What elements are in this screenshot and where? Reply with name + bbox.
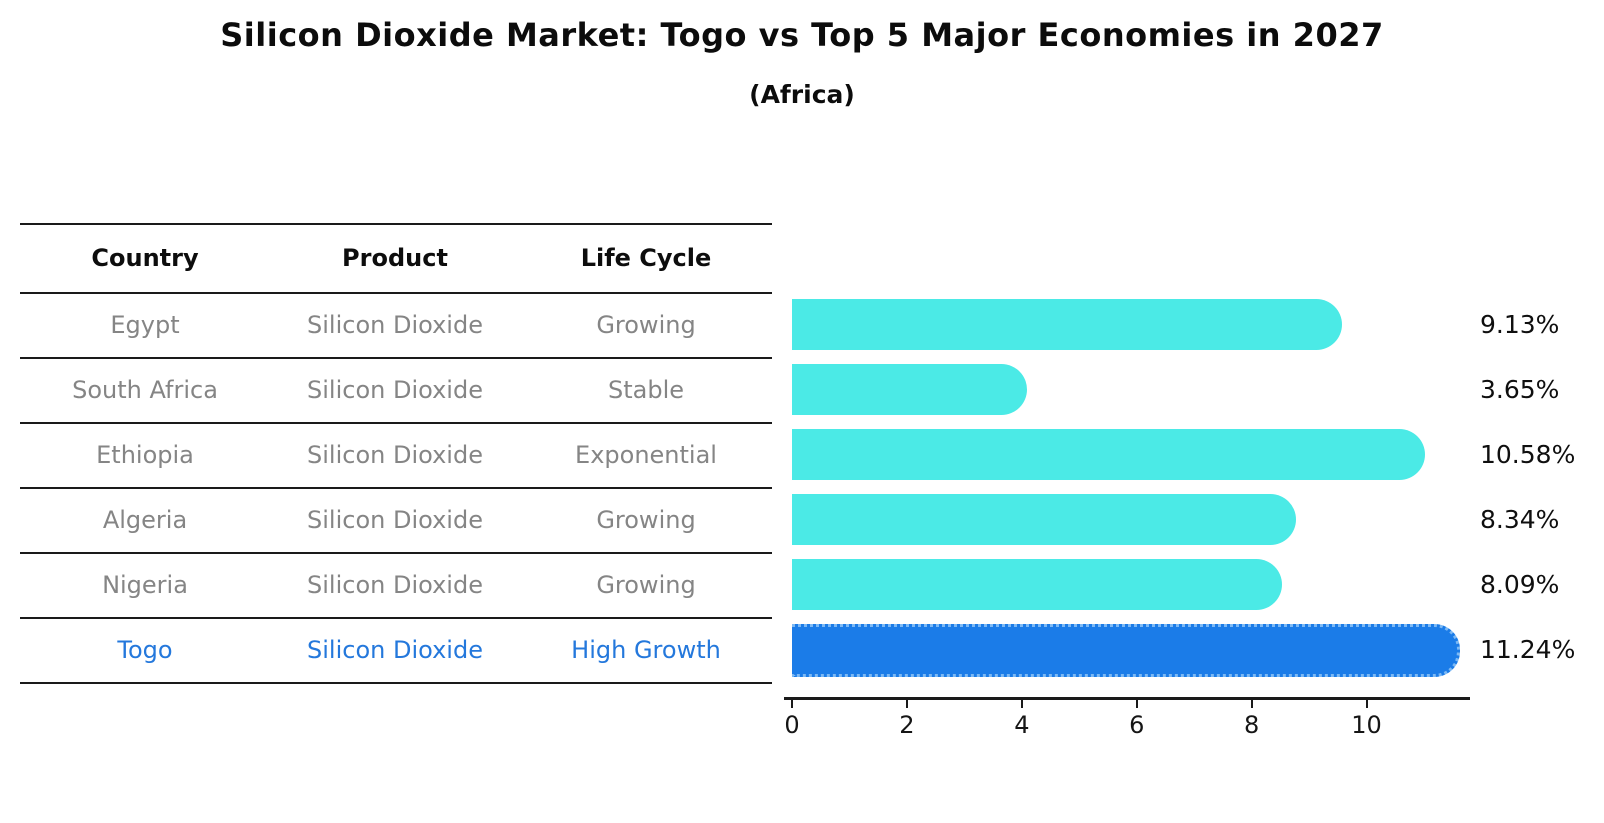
chart-title: Silicon Dioxide Market: Togo vs Top 5 Ma…: [220, 16, 1384, 54]
bar-value-label: 11.24%: [1480, 635, 1576, 664]
table-row-egypt: Egypt Silicon Dioxide Growing: [20, 292, 772, 357]
bar-south-africa: [792, 364, 1027, 415]
lifecycle-cell: Growing: [596, 505, 696, 534]
product-cell: Silicon Dioxide: [307, 375, 483, 404]
table-header-rule: [20, 292, 772, 294]
table-row-ethiopia: Ethiopia Silicon Dioxide Exponential: [20, 422, 772, 487]
bar-value-label: 9.13%: [1480, 310, 1560, 339]
lifecycle-cell: Exponential: [575, 440, 717, 469]
bar-algeria: [792, 494, 1297, 545]
country-cell: Togo: [117, 635, 173, 664]
column-header-country: Country: [91, 243, 199, 272]
lifecycle-cell: Stable: [607, 375, 685, 404]
table-row-rule: [20, 422, 772, 424]
table-row-rule: [20, 552, 772, 554]
product-cell: Silicon Dioxide: [307, 570, 483, 599]
country-cell: Nigeria: [102, 570, 188, 599]
product-cell: Silicon Dioxide: [307, 440, 483, 469]
table-row-algeria: Algeria Silicon Dioxide Growing: [20, 487, 772, 552]
product-cell: Silicon Dioxide: [307, 635, 483, 664]
table-row-togo: Togo Silicon Dioxide High Growth: [20, 617, 772, 682]
x-tick-label: 4: [1014, 711, 1030, 739]
bar-togo-highlighted: [792, 624, 1460, 677]
bar-value-label: 8.09%: [1480, 570, 1560, 599]
bar-value-label: 10.58%: [1480, 440, 1576, 469]
x-tick-label: 2: [899, 711, 915, 739]
x-tick: [1135, 699, 1138, 708]
x-tick: [905, 699, 908, 708]
x-axis-line: [784, 697, 1470, 700]
x-tick-label: 0: [784, 711, 800, 739]
country-cell: Egypt: [110, 310, 180, 339]
x-tick-label: 8: [1244, 711, 1260, 739]
country-cell: South Africa: [72, 375, 218, 404]
x-tick: [1250, 699, 1253, 708]
bar-value-label: 3.65%: [1480, 375, 1560, 404]
bar-ethiopia: [792, 429, 1425, 480]
lifecycle-cell: Growing: [596, 570, 696, 599]
bar-egypt: [792, 299, 1342, 350]
bar-nigeria: [792, 559, 1282, 610]
x-tick: [791, 699, 793, 708]
table-header-row: Country Product Life Cycle: [20, 223, 772, 292]
x-tick-label: 6: [1129, 711, 1145, 739]
table-row-rule: [20, 617, 772, 619]
table-row-south-africa: South Africa Silicon Dioxide Stable: [20, 357, 772, 422]
x-tick: [1020, 699, 1023, 708]
product-cell: Silicon Dioxide: [307, 505, 483, 534]
x-tick-label: 10: [1351, 711, 1382, 739]
table-row-rule: [20, 487, 772, 489]
product-cell: Silicon Dioxide: [307, 310, 483, 339]
country-cell: Ethiopia: [96, 440, 194, 469]
country-cell: Algeria: [102, 505, 188, 534]
table-row-rule: [20, 357, 772, 359]
table-row-nigeria: Nigeria Silicon Dioxide Growing: [20, 552, 772, 617]
chart-subtitle: (Africa): [749, 80, 855, 109]
lifecycle-cell: Growing: [596, 310, 696, 339]
column-header-product: Product: [342, 243, 448, 272]
bar-value-label: 8.34%: [1480, 505, 1560, 534]
bar-chart: 0 2 4 6 8 10: [784, 290, 1470, 739]
column-header-lifecycle: Life Cycle: [580, 243, 712, 272]
table-bottom-rule: [20, 682, 772, 684]
lifecycle-cell: High Growth: [571, 635, 721, 664]
table-top-rule: [20, 223, 772, 225]
x-tick: [1365, 699, 1368, 708]
